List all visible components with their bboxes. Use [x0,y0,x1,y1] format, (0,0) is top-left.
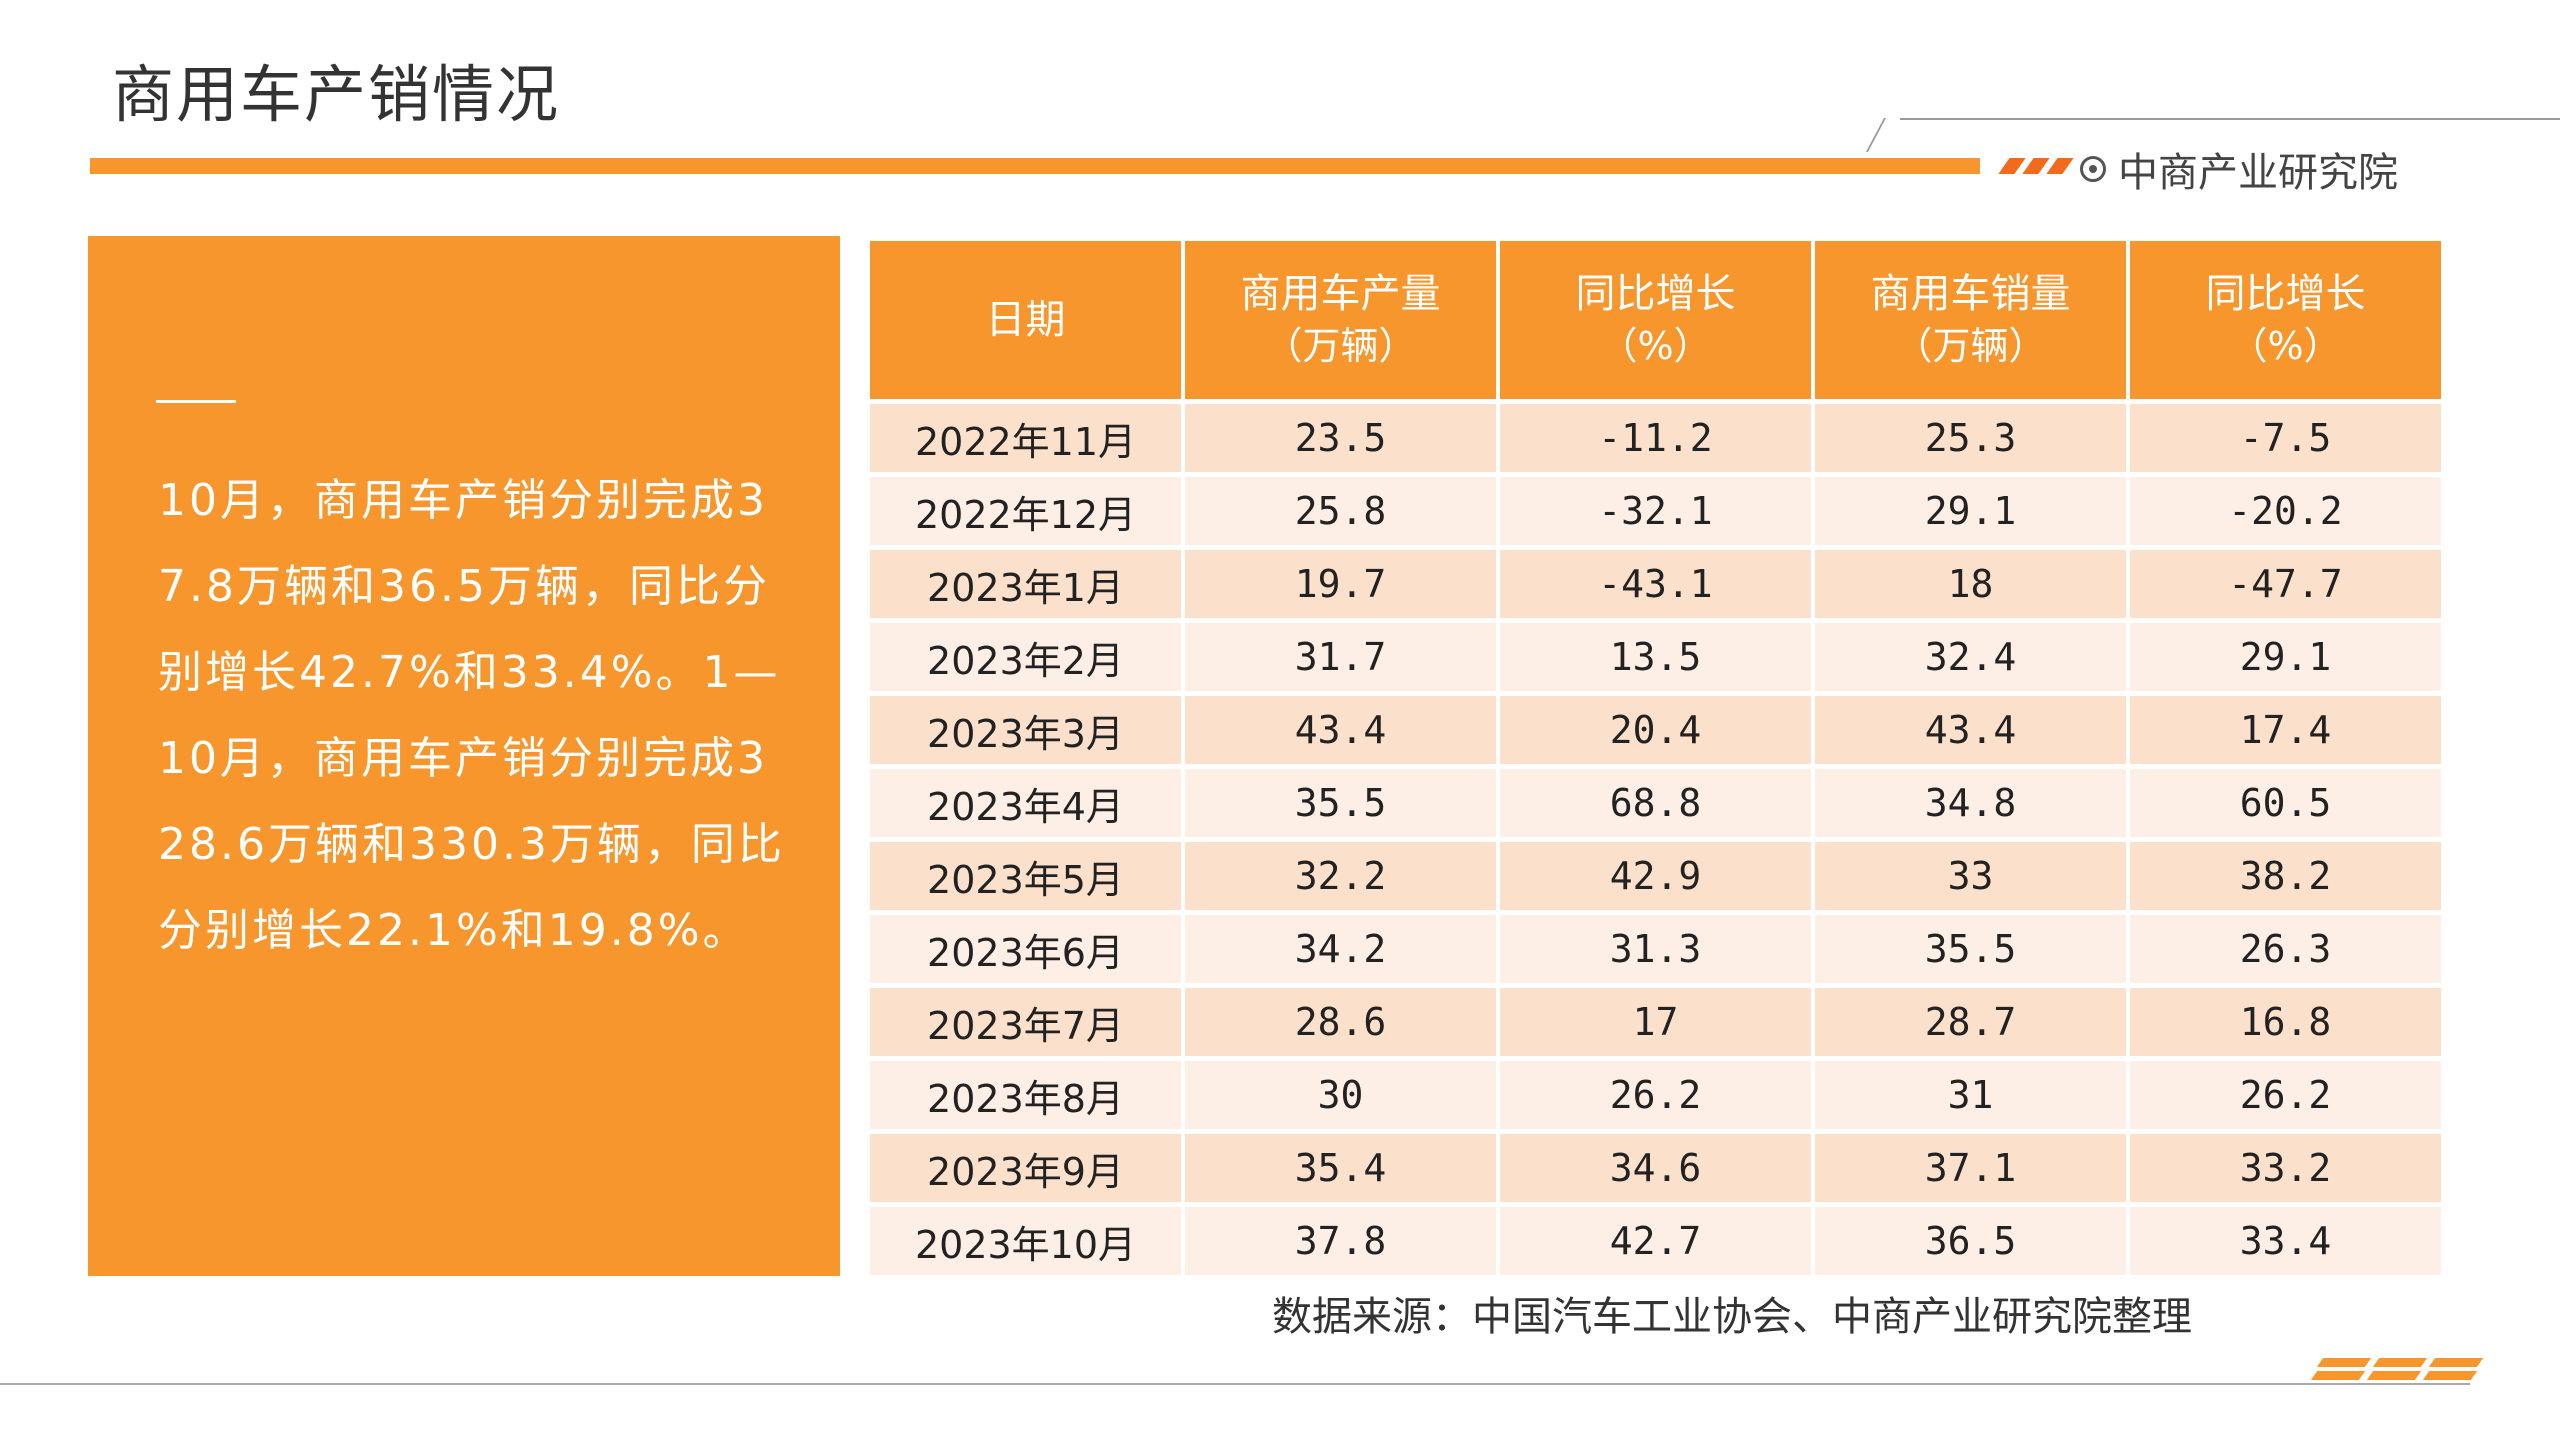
cell-production-yoy: 34.6 [1500,1134,1811,1202]
cell-date: 2023年6月 [870,915,1181,983]
cell-sales: 32.4 [1815,623,2126,691]
table-row: 2023年10月 37.8 42.7 36.5 33.4 [870,1207,2441,1275]
cell-production-yoy: 26.2 [1500,1061,1811,1129]
cell-date: 2022年12月 [870,477,1181,545]
table-row: 2023年3月 43.4 20.4 43.4 17.4 [870,696,2441,764]
cell-sales-yoy: 60.5 [2130,769,2441,837]
cell-sales: 35.5 [1815,915,2126,983]
cell-date: 2023年4月 [870,769,1181,837]
cell-date: 2023年10月 [870,1207,1181,1275]
cell-sales-yoy: -20.2 [2130,477,2441,545]
cell-production-yoy: 17 [1500,988,1811,1056]
table-row: 2023年9月 35.4 34.6 37.1 33.2 [870,1134,2441,1202]
cell-date: 2023年3月 [870,696,1181,764]
cell-date: 2023年9月 [870,1134,1181,1202]
cell-date: 2023年8月 [870,1061,1181,1129]
cell-sales: 37.1 [1815,1134,2126,1202]
table-row: 2023年4月 35.5 68.8 34.8 60.5 [870,769,2441,837]
header-production: 商用车产量 （万辆） [1185,241,1496,399]
table-row: 2023年6月 34.2 31.3 35.5 26.3 [870,915,2441,983]
cell-production: 23.5 [1185,404,1496,472]
page-title: 商用车产销情况 [112,58,561,131]
cell-production-yoy: 13.5 [1500,623,1811,691]
table-row: 2023年8月 30 26.2 31 26.2 [870,1061,2441,1129]
table-row: 2023年1月 19.7 -43.1 18 -47.7 [870,550,2441,618]
table-row: 2022年11月 23.5 -11.2 25.3 -7.5 [870,404,2441,472]
header-production-yoy: 同比增长 （%） [1500,241,1811,399]
accent-stripes [1998,158,2074,174]
cell-production-yoy: -32.1 [1500,477,1811,545]
cell-sales-yoy: 17.4 [2130,696,2441,764]
data-source-note: 数据来源：中国汽车工业协会、中商产业研究院整理 [1272,1294,2192,1340]
table-row: 2023年2月 31.7 13.5 32.4 29.1 [870,623,2441,691]
cell-production-yoy: 20.4 [1500,696,1811,764]
cell-production-yoy: 42.7 [1500,1207,1811,1275]
production-sales-table: 日期 商用车产量 （万辆） 同比增长 （%） 商用车销量 （万辆） 同比增长 （… [866,236,2445,1280]
cell-production-yoy: -43.1 [1500,550,1811,618]
cell-date: 2023年5月 [870,842,1181,910]
cell-sales: 43.4 [1815,696,2126,764]
table-row: 2023年7月 28.6 17 28.7 16.8 [870,988,2441,1056]
cell-sales-yoy: 16.8 [2130,988,2441,1056]
header-sales: 商用车销量 （万辆） [1815,241,2126,399]
brand-dot-icon [2080,156,2106,182]
cell-production: 30 [1185,1061,1496,1129]
cell-sales-yoy: 38.2 [2130,842,2441,910]
cell-production: 19.7 [1185,550,1496,618]
header-divider-line [1900,118,2560,120]
cell-sales: 33 [1815,842,2126,910]
cell-sales-yoy: -47.7 [2130,550,2441,618]
cell-date: 2023年1月 [870,550,1181,618]
brand-name: 中商产业研究院 [2118,150,2398,196]
cell-sales: 28.7 [1815,988,2126,1056]
summary-panel: 10月，商用车产销分别完成37.8万辆和36.5万辆，同比分别增长42.7%和3… [88,236,840,1276]
cell-sales-yoy: 33.2 [2130,1134,2441,1202]
cell-date: 2022年11月 [870,404,1181,472]
footer-stripes [2300,1358,2490,1382]
cell-sales: 34.8 [1815,769,2126,837]
cell-production: 32.2 [1185,842,1496,910]
cell-sales: 29.1 [1815,477,2126,545]
cell-sales-yoy: 33.4 [2130,1207,2441,1275]
cell-sales-yoy: 26.2 [2130,1061,2441,1129]
cell-sales-yoy: -7.5 [2130,404,2441,472]
cell-sales: 18 [1815,550,2126,618]
cell-sales: 25.3 [1815,404,2126,472]
cell-production: 34.2 [1185,915,1496,983]
cell-sales-yoy: 29.1 [2130,623,2441,691]
summary-text: 10月，商用车产销分别完成37.8万辆和36.5万辆，同比分别增长42.7%和3… [158,475,785,956]
cell-production: 31.7 [1185,623,1496,691]
table-header-row: 日期 商用车产量 （万辆） 同比增长 （%） 商用车销量 （万辆） 同比增长 （… [870,241,2441,399]
header-sales-yoy: 同比增长 （%） [2130,241,2441,399]
cell-production: 25.8 [1185,477,1496,545]
header-date: 日期 [870,241,1181,399]
cell-production-yoy: -11.2 [1500,404,1811,472]
footer-line [0,1383,2470,1385]
table-row: 2022年12月 25.8 -32.1 29.1 -20.2 [870,477,2441,545]
cell-sales-yoy: 26.3 [2130,915,2441,983]
cell-sales: 31 [1815,1061,2126,1129]
title-accent-bar [90,158,1980,174]
cell-production-yoy: 42.9 [1500,842,1811,910]
cell-production: 37.8 [1185,1207,1496,1275]
cell-production: 35.4 [1185,1134,1496,1202]
header-divider-slant [1865,118,1886,152]
cell-production: 35.5 [1185,769,1496,837]
cell-production: 28.6 [1185,988,1496,1056]
cell-production: 43.4 [1185,696,1496,764]
cell-production-yoy: 31.3 [1500,915,1811,983]
table-row: 2023年5月 32.2 42.9 33 38.2 [870,842,2441,910]
cell-sales: 36.5 [1815,1207,2126,1275]
brand-logo: 中商产业研究院 [2080,140,2398,198]
cell-date: 2023年7月 [870,988,1181,1056]
cell-date: 2023年2月 [870,623,1181,691]
cell-production-yoy: 68.8 [1500,769,1811,837]
summary-dash [156,400,236,403]
